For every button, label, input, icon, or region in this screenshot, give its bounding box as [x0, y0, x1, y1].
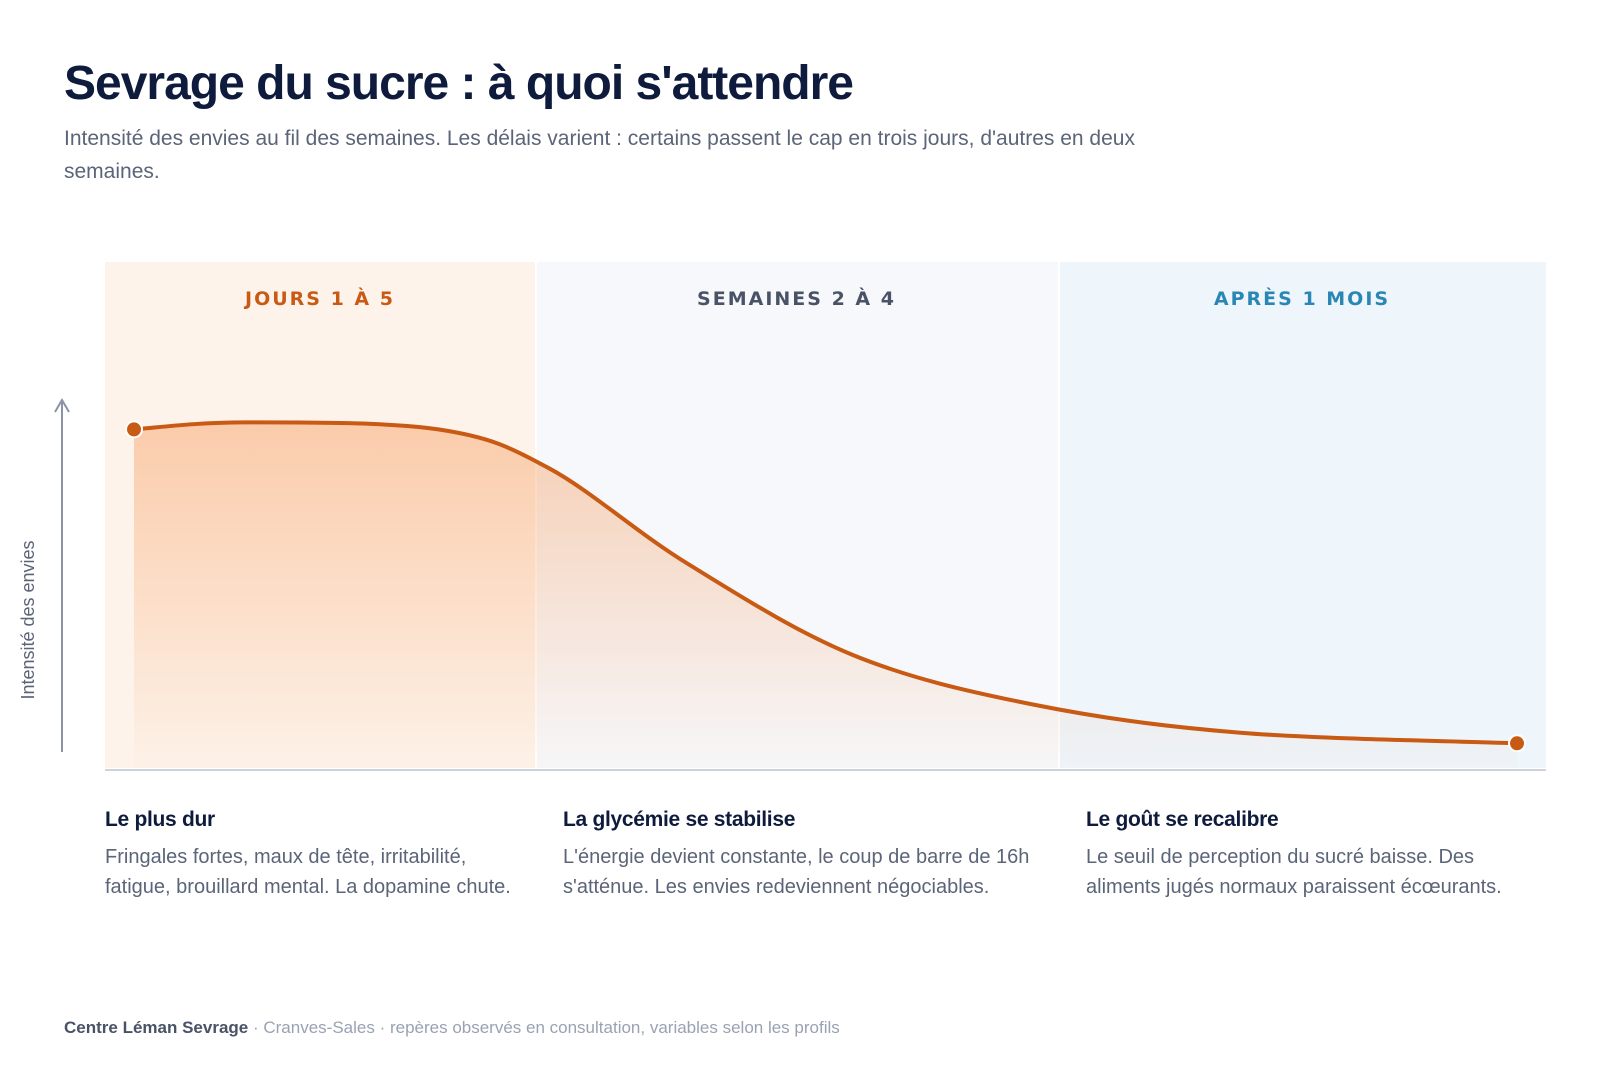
- footer-note: · Cranves-Sales · repères observés en co…: [248, 1018, 840, 1037]
- y-axis-label: Intensité des envies: [18, 540, 38, 699]
- phase-description-title: Le goût se recalibre: [1086, 808, 1279, 831]
- phase-description-1: Le plus dur Fringales fortes, maux de tê…: [105, 808, 525, 902]
- phase-description-text: Fringales fortes, maux de tête, irritabi…: [105, 846, 511, 898]
- craving-chart: JOURS 1 À 5 SEMAINES 2 À 4 APRÈS 1 MOIS In…: [18, 262, 1546, 771]
- craving-line: [133, 420, 1518, 746]
- end-point: [1508, 734, 1526, 753]
- craving-area: [134, 422, 1517, 768]
- footer: Centre Léman Sevrage · Cranves-Sales · r…: [64, 1018, 840, 1038]
- page-title: Sevrage du sucre : à quoi s'attendre: [64, 57, 854, 110]
- footer-brand: Centre Léman Sevrage: [64, 1018, 249, 1037]
- phase-description-text: L'énergie devient constante, le coup de …: [563, 846, 1030, 898]
- start-point: [125, 420, 143, 439]
- phase-band-3: [1060, 262, 1546, 768]
- y-axis-arrow: [54, 398, 70, 752]
- phase-label-3: APRÈS 1 MOIS: [1214, 287, 1390, 310]
- phase-description-text: Le seuil de perception du sucré baisse. …: [1086, 846, 1502, 898]
- page-subtitle: Intensité des envies au fil des semaines…: [64, 127, 1135, 183]
- phase-description-2: La glycémie se stabilise L'énergie devie…: [563, 808, 1038, 902]
- phase-description-title: Le plus dur: [105, 808, 215, 831]
- phase-description-3: Le goût se recalibre Le seuil de percept…: [1086, 808, 1546, 902]
- phase-description-title: La glycémie se stabilise: [563, 808, 796, 831]
- phase-label-2: SEMAINES 2 À 4: [697, 287, 896, 310]
- phase-label-1: JOURS 1 À 5: [243, 287, 395, 310]
